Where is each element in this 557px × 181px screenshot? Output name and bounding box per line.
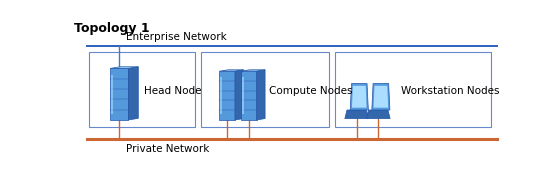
Bar — [89, 52, 195, 127]
Polygon shape — [374, 86, 388, 108]
Polygon shape — [352, 86, 367, 108]
Polygon shape — [219, 70, 243, 71]
Text: Private Network: Private Network — [126, 144, 209, 154]
Polygon shape — [345, 110, 369, 119]
Polygon shape — [241, 71, 257, 120]
Polygon shape — [128, 67, 138, 120]
Polygon shape — [219, 71, 235, 120]
Bar — [201, 52, 329, 127]
Polygon shape — [241, 70, 265, 71]
Text: Topology 1: Topology 1 — [74, 22, 150, 35]
Polygon shape — [220, 77, 222, 114]
Text: Workstation Nodes: Workstation Nodes — [400, 86, 499, 96]
Polygon shape — [367, 110, 390, 119]
Polygon shape — [111, 75, 114, 114]
Bar — [335, 52, 491, 127]
Text: Head Node: Head Node — [144, 86, 202, 96]
Text: Compute Nodes: Compute Nodes — [270, 86, 353, 96]
Polygon shape — [110, 68, 128, 120]
Polygon shape — [350, 83, 368, 110]
Polygon shape — [372, 83, 390, 110]
Polygon shape — [110, 67, 138, 68]
Text: Enterprise Network: Enterprise Network — [126, 32, 227, 42]
Polygon shape — [235, 70, 243, 120]
Polygon shape — [242, 77, 244, 114]
Polygon shape — [257, 70, 265, 120]
